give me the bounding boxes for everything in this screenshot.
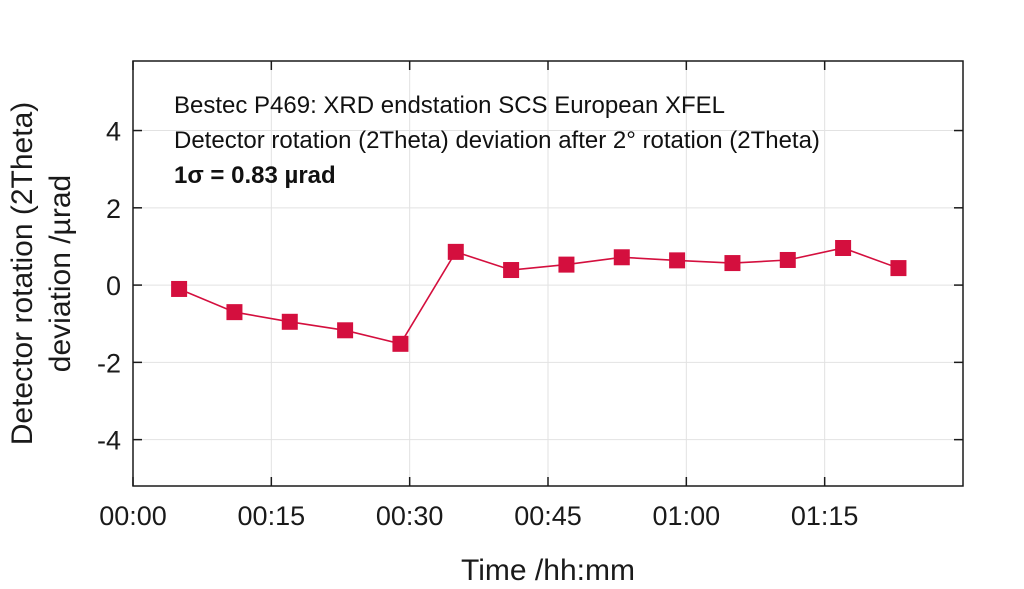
y-tick-label: 4 [106,117,121,147]
data-point [447,243,464,260]
x-tick-label: 00:00 [99,501,167,531]
x-tick-label: 01:00 [653,501,721,531]
annotation-sigma: 1σ = 0.83 µrad [174,162,336,189]
axis-ticks: 00:00 00:15 00:30 00:45 01:00 01:15 -4 -2 0 2 4 [97,61,963,531]
x-tick-label: 00:30 [376,501,444,531]
series-line [178,247,899,345]
data-point [669,252,686,269]
data-point [281,313,298,330]
data-series [171,240,907,352]
data-point [558,256,575,273]
y-axis-title: Detector rotation (2Theta) deviation /µr… [6,102,77,446]
x-axis-title: Time /hh:mm [461,554,635,587]
y-axis-title-line-2: deviation /µrad [44,175,77,372]
y-axis-title-line-1: Detector rotation (2Theta) [6,102,39,446]
data-point [171,280,188,297]
data-point [503,262,520,279]
annotation-line-1: Bestec P469: XRD endstation SCS European… [174,92,725,119]
data-point [337,322,354,339]
x-tick-label: 00:45 [514,501,582,531]
x-tick-label: 01:15 [791,501,859,531]
data-point [613,249,630,266]
annotation-block: Bestec P469: XRD endstation SCS European… [174,92,820,189]
data-point [835,240,852,256]
x-tick-label: 00:15 [238,501,306,531]
data-point [724,255,741,272]
data-point [890,260,907,277]
grid-lines [132,61,963,486]
y-tick-label: -2 [97,348,121,378]
data-point [779,251,796,268]
y-tick-label: 2 [106,194,121,224]
annotation-line-2: Detector rotation (2Theta) deviation aft… [174,127,820,154]
data-point [392,335,409,352]
data-point [226,304,243,321]
y-tick-label: -4 [97,426,121,456]
y-tick-label: 0 [106,271,121,301]
